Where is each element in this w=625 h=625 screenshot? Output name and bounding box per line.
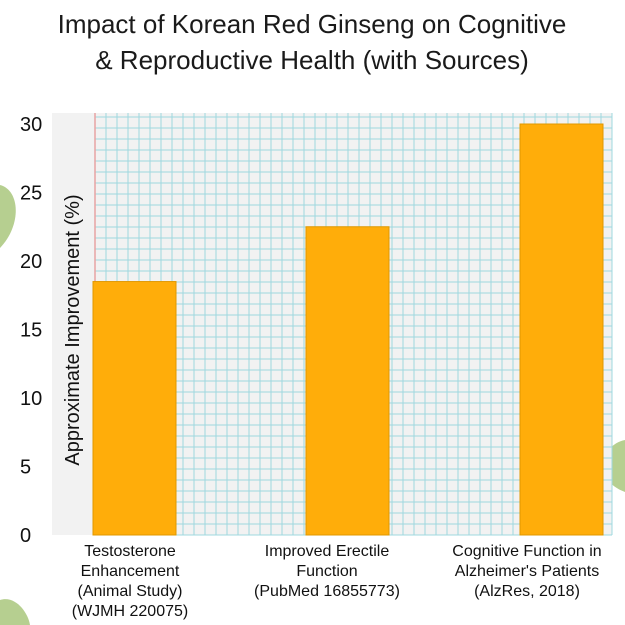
y-tick-label: 25: [20, 183, 42, 205]
y-tick-label: 0: [20, 525, 31, 547]
y-tick-label: 5: [20, 457, 31, 479]
x-category-label-1: Testosterone Enhancement (Animal Study) (WJ…: [72, 543, 188, 620]
x-category-label-3: Cognitive Function in Alzheimer's Patient…: [452, 543, 601, 600]
leaf-decoration-1: [0, 185, 16, 248]
chart-title: Impact of Korean Red Ginseng on Cognitiv…: [58, 9, 567, 75]
y-tick-label: 15: [20, 320, 42, 342]
y-tick-label: 30: [20, 114, 42, 136]
y-tick-label: 20: [20, 251, 42, 273]
leaf-decoration-3: [0, 599, 30, 625]
chart-title-line-2: & Reproductive Health (with Sources): [95, 45, 529, 75]
y-axis-label: Approximate Improvement (%): [62, 194, 84, 465]
bar-2: [305, 226, 390, 536]
x-category-label-2: Improved Erectile Function (PubMed 1685577…: [254, 543, 400, 600]
x-axis-categories: Testosterone Enhancement (Animal Study) (WJ…: [72, 543, 602, 620]
bars: [92, 123, 604, 536]
y-axis-ticks: 0 5 10 15 20 25 30: [20, 114, 42, 547]
chart-title-line-1: Impact of Korean Red Ginseng on Cognitiv…: [58, 9, 567, 39]
bar-1: [92, 281, 177, 536]
bar-3: [519, 123, 604, 536]
y-tick-label: 10: [20, 388, 42, 410]
